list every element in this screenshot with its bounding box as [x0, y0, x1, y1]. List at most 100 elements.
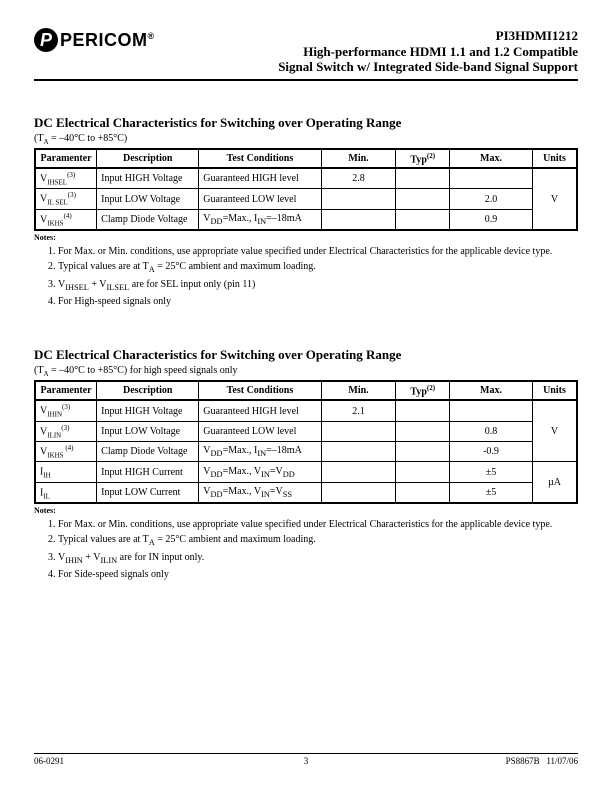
title-line1: High-performance HDMI 1.1 and 1.2 Compat…	[278, 44, 578, 60]
table-row: VIKHS (4)Clamp Diode VoltageVDD=Max., II…	[35, 442, 577, 462]
section1-title: DC Electrical Characteristics for Switch…	[34, 115, 578, 131]
table-row: VIL SEL(3)Input LOW VoltageGuaranteed LO…	[35, 189, 577, 209]
cell-typ	[396, 400, 450, 421]
section2-notes: For Max. or Min. conditions, use appropr…	[34, 517, 578, 582]
col-desc: Description	[97, 381, 199, 400]
table-row: VIHSEL(3)Input HIGH VoltageGuaranteed HI…	[35, 168, 577, 189]
note-item: VIHIN + VILIN are for IN input only.	[58, 550, 578, 567]
note-item: VIHSEL + VILSEL are for SEL input only (…	[58, 277, 578, 294]
cell-typ	[396, 209, 450, 230]
cell-test: Guaranteed LOW level	[199, 189, 321, 209]
note-item: For High-speed signals only	[58, 294, 578, 309]
cell-max: ±5	[450, 482, 533, 503]
cell-test: VDD=Max., IIN=–18mA	[199, 442, 321, 462]
note-item: For Max. or Min. conditions, use appropr…	[58, 244, 578, 259]
cell-test: VDD=Max., IIN=–18mA	[199, 209, 321, 230]
cell-max	[450, 400, 533, 421]
page-footer: 06-0291 3 PS8867B 11/07/06	[34, 753, 578, 766]
page-header: P PERICOM® PI3HDMI1212 High-performance …	[34, 28, 578, 81]
col-max: Max.	[450, 381, 533, 400]
cell-test: Guaranteed HIGH level	[199, 168, 321, 189]
table-row: VILIN(3)Input LOW VoltageGuaranteed LOW …	[35, 421, 577, 441]
cell-test: VDD=Max., VIN=VDD	[199, 462, 321, 482]
cell-typ	[396, 482, 450, 503]
footer-date: 11/07/06	[546, 756, 578, 766]
col-desc: Description	[97, 149, 199, 168]
cell-desc: Clamp Diode Voltage	[97, 442, 199, 462]
cell-min	[321, 482, 396, 503]
cell-param: VIL SEL(3)	[35, 189, 97, 209]
footer-page: 3	[304, 756, 309, 766]
brand-name-text: PERICOM	[60, 30, 148, 50]
cell-test: VDD=Max., VIN=VSS	[199, 482, 321, 503]
cell-desc: Input LOW Voltage	[97, 189, 199, 209]
cell-min: 2.1	[321, 400, 396, 421]
note-item: Typical values are at TA = 25°C ambient …	[58, 259, 578, 276]
cell-param: VIKHS(4)	[35, 209, 97, 230]
table-row: IILInput LOW CurrentVDD=Max., VIN=VSS ±5	[35, 482, 577, 503]
cell-typ	[396, 462, 450, 482]
table-header-row: Paramenter Description Test Conditions M…	[35, 381, 577, 400]
cond2-post: = –40°C to +85°C) for high speed signals…	[49, 365, 238, 376]
col-max: Max.	[450, 149, 533, 168]
footer-right: PS8867B 11/07/06	[506, 756, 578, 766]
cell-min: 2.8	[321, 168, 396, 189]
cell-max: 0.9	[450, 209, 533, 230]
cell-desc: Input HIGH Voltage	[97, 400, 199, 421]
table-row: IIHInput HIGH CurrentVDD=Max., VIN=VDD±5…	[35, 462, 577, 482]
footer-doc: PS8867B	[506, 756, 540, 766]
reg-mark: ®	[148, 31, 155, 41]
section1-notes-label: Notes:	[34, 233, 578, 242]
cell-param: VIKHS (4)	[35, 442, 97, 462]
logo-mark-icon: P	[34, 28, 58, 52]
section2-title: DC Electrical Characteristics for Switch…	[34, 347, 578, 363]
section1-notes: For Max. or Min. conditions, use appropr…	[34, 244, 578, 309]
col-units: Units	[532, 381, 577, 400]
cell-max: ±5	[450, 462, 533, 482]
cell-param: IIL	[35, 482, 97, 503]
section-1: DC Electrical Characteristics for Switch…	[34, 115, 578, 309]
col-param: Paramenter	[35, 149, 97, 168]
brand-logo: P PERICOM®	[34, 28, 155, 52]
col-min: Min.	[321, 149, 396, 168]
cell-max: 2.0	[450, 189, 533, 209]
cell-typ	[396, 421, 450, 441]
note-item: Typical values are at TA = 25°C ambient …	[58, 532, 578, 549]
brand-name: PERICOM®	[60, 30, 155, 51]
cond-post: = –40°C to +85°C)	[49, 133, 128, 144]
header-right: PI3HDMI1212 High-performance HDMI 1.1 an…	[278, 28, 578, 75]
col-min: Min.	[321, 381, 396, 400]
cell-max: 0.8	[450, 421, 533, 441]
cell-min	[321, 189, 396, 209]
section-2: DC Electrical Characteristics for Switch…	[34, 347, 578, 582]
cell-param: VIHSEL(3)	[35, 168, 97, 189]
cell-desc: Input HIGH Voltage	[97, 168, 199, 189]
section2-table: Paramenter Description Test Conditions M…	[34, 380, 578, 504]
cell-desc: Input LOW Voltage	[97, 421, 199, 441]
col-test: Test Conditions	[199, 381, 321, 400]
cell-test: Guaranteed LOW level	[199, 421, 321, 441]
cell-max	[450, 168, 533, 189]
table-row: VIHIN(3)Input HIGH VoltageGuaranteed HIG…	[35, 400, 577, 421]
cell-desc: Input LOW Current	[97, 482, 199, 503]
cell-param: VIHIN(3)	[35, 400, 97, 421]
cell-max: -0.9	[450, 442, 533, 462]
cell-typ	[396, 442, 450, 462]
cell-param: VILIN(3)	[35, 421, 97, 441]
table-row: VIKHS(4)Clamp Diode VoltageVDD=Max., IIN…	[35, 209, 577, 230]
section1-condition: (TA = –40°C to +85°C)	[34, 133, 578, 146]
col-units: Units	[532, 149, 577, 168]
cell-typ	[396, 189, 450, 209]
cell-min	[321, 209, 396, 230]
title-line2: Signal Switch w/ Integrated Side-band Si…	[278, 59, 578, 75]
cell-test: Guaranteed HIGH level	[199, 400, 321, 421]
cell-unit: V	[532, 168, 577, 230]
section2-condition: (TA = –40°C to +85°C) for high speed sig…	[34, 365, 578, 378]
footer-left: 06-0291	[34, 756, 64, 766]
note-item: For Side-speed signals only	[58, 567, 578, 582]
cell-typ	[396, 168, 450, 189]
col-param: Paramenter	[35, 381, 97, 400]
col-typ: Typ(2)	[396, 381, 450, 400]
cell-min	[321, 421, 396, 441]
cell-param: IIH	[35, 462, 97, 482]
